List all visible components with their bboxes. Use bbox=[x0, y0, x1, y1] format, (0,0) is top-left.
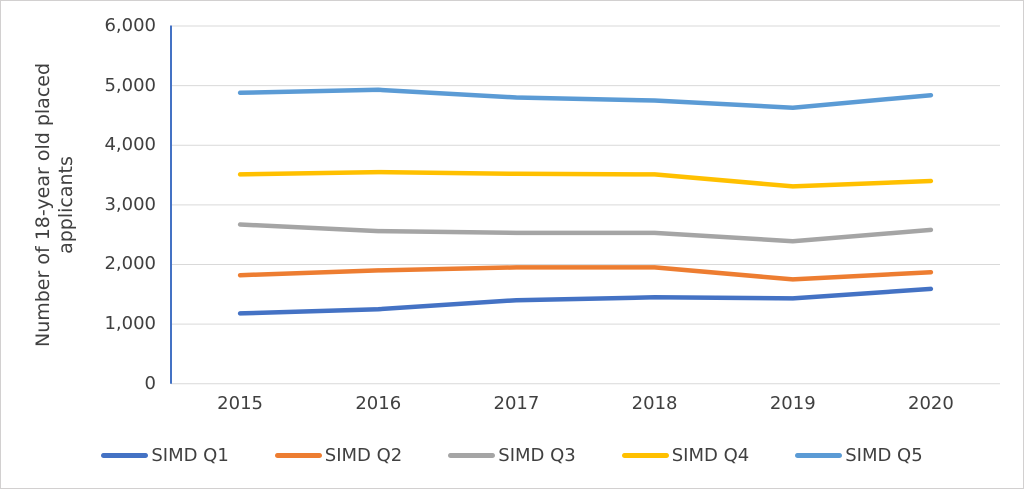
legend-label: SIMD Q2 bbox=[324, 445, 403, 466]
x-tick-label: 2020 bbox=[908, 393, 954, 414]
x-tick-label: 2015 bbox=[217, 393, 263, 414]
legend-item-simd-q3: SIMD Q3 bbox=[448, 445, 576, 466]
legend-line-swatch bbox=[448, 453, 496, 458]
legend-item-simd-q5: SIMD Q5 bbox=[795, 445, 923, 466]
legend-label: SIMD Q3 bbox=[498, 445, 576, 466]
series-line-simd-q1 bbox=[237, 286, 934, 316]
x-tick-label: 2019 bbox=[769, 393, 816, 414]
y-tick-label: 6,000 bbox=[104, 15, 156, 36]
legend-line-swatch bbox=[795, 453, 843, 458]
x-tick-label: 2018 bbox=[631, 393, 678, 414]
series-line-simd-q4 bbox=[237, 169, 934, 189]
series-line-simd-q2 bbox=[237, 265, 934, 282]
y-tick-label: 2,000 bbox=[104, 253, 156, 275]
legend-label: SIMD Q5 bbox=[845, 445, 923, 466]
legend-label: SIMD Q4 bbox=[671, 445, 750, 466]
series-line-simd-q3 bbox=[237, 222, 934, 244]
legend-line-swatch bbox=[621, 453, 669, 458]
chart-legend: SIMD Q1 SIMD Q2 SIMD Q3 SIMD Q4 SIMD Q5 bbox=[1, 445, 1023, 466]
legend-item-simd-q4: SIMD Q4 bbox=[621, 445, 750, 466]
series-line-simd-q5 bbox=[237, 87, 934, 110]
legend-line-swatch bbox=[274, 453, 322, 458]
legend-line-swatch bbox=[101, 453, 149, 458]
y-tick-label: 0 bbox=[144, 372, 156, 394]
x-tick-label: 2016 bbox=[355, 393, 402, 414]
y-tick-label: 3,000 bbox=[104, 193, 156, 215]
legend-label: SIMD Q1 bbox=[151, 445, 229, 466]
y-tick-label: 5,000 bbox=[104, 74, 156, 96]
x-tick-label: 2017 bbox=[493, 393, 540, 414]
y-tick-label: 1,000 bbox=[104, 313, 156, 335]
legend-item-simd-q2: SIMD Q2 bbox=[274, 445, 403, 466]
y-tick-label: 4,000 bbox=[104, 134, 156, 156]
legend-item-simd-q1: SIMD Q1 bbox=[101, 445, 229, 466]
